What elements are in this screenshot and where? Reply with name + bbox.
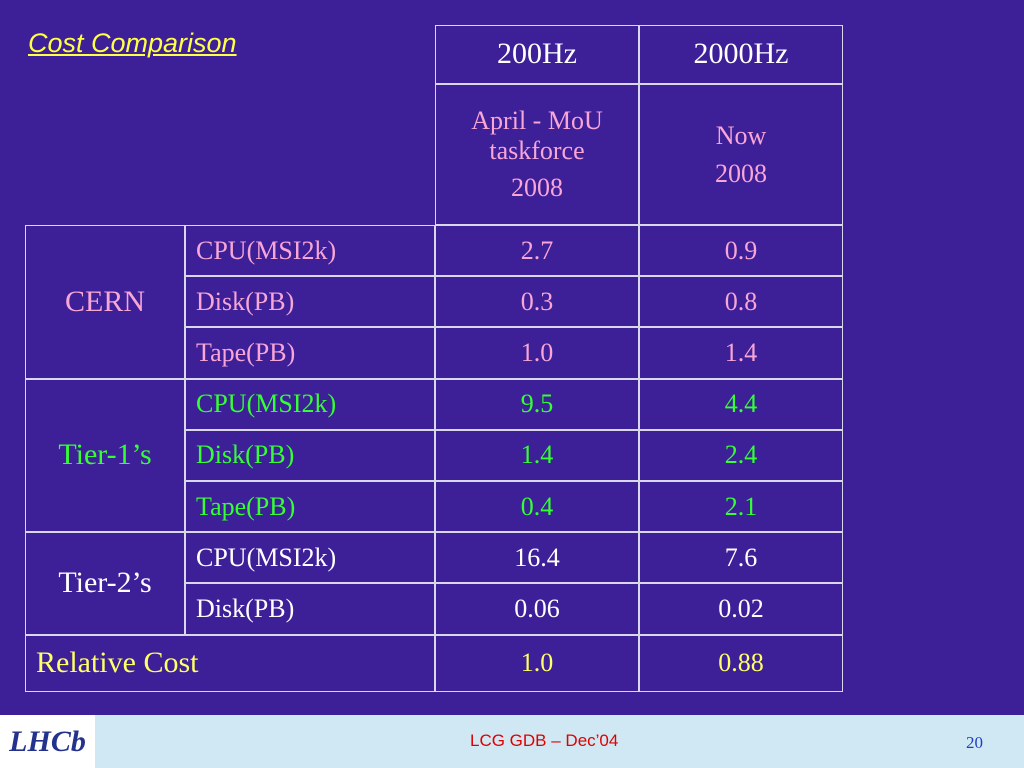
value-cell: 0.4	[435, 481, 639, 533]
subheader-line: Now	[715, 120, 767, 150]
value-text: 1.0	[520, 648, 554, 678]
column-label: 2000Hz	[693, 37, 789, 71]
row-label: CPU(MSI2k)	[185, 532, 435, 584]
slide-title: Cost Comparison	[28, 28, 237, 58]
row-label: CPU(MSI2k)	[185, 225, 435, 277]
group-label: Tier-2’s	[25, 532, 185, 635]
group-name: CERN	[64, 284, 145, 318]
value-cell: 9.5	[435, 378, 639, 430]
row-label: Disk(PB)	[185, 429, 435, 481]
row-label: Disk(PB)	[185, 583, 435, 635]
value-text: 1.4	[724, 338, 758, 368]
value-cell: 1.0	[435, 327, 639, 379]
column-subheader: Now 2008	[639, 84, 843, 225]
value-cell: 0.8	[639, 276, 843, 328]
row-label-text: Disk(PB)	[196, 286, 295, 316]
group-name: Tier-1’s	[58, 438, 152, 472]
value-cell: 0.3	[435, 276, 639, 328]
group-name: Tier-2’s	[58, 566, 152, 600]
value-text: 2.1	[724, 491, 758, 521]
row-label-text: CPU(MSI2k)	[196, 389, 337, 419]
logo: LHCb	[0, 715, 95, 768]
value-text: 2.7	[520, 235, 554, 265]
value-text: 0.3	[520, 286, 554, 316]
value-text: 1.0	[520, 338, 554, 368]
value-cell: 4.4	[639, 378, 843, 430]
value-text: 2.4	[724, 440, 758, 470]
column-subheader: April - MoU taskforce 2008	[435, 84, 639, 225]
value-text: 0.88	[718, 648, 764, 678]
value-cell: 2.1	[639, 481, 843, 533]
row-label-text: Disk(PB)	[196, 594, 295, 624]
column-header: 2000Hz	[639, 25, 843, 84]
group-label: CERN	[25, 225, 185, 379]
row-label-text: CPU(MSI2k)	[196, 235, 337, 265]
row-label: Disk(PB)	[185, 276, 435, 328]
value-text: 0.06	[514, 594, 560, 624]
value-cell: 16.4	[435, 532, 639, 584]
relative-cost-label: Relative Cost	[25, 634, 435, 692]
value-text: 0.4	[520, 491, 554, 521]
value-cell: 7.6	[639, 532, 843, 584]
row-label: Tape(PB)	[185, 481, 435, 533]
row-label: Tape(PB)	[185, 327, 435, 379]
column-header: 200Hz	[435, 25, 639, 84]
value-text: 9.5	[520, 389, 554, 419]
value-cell: 0.06	[435, 583, 639, 635]
value-text: 0.8	[724, 286, 758, 316]
page-number: 20	[966, 733, 983, 752]
relative-cost-value: 0.88	[639, 634, 843, 692]
value-text: 7.6	[724, 542, 758, 572]
footer: LHCb LCG GDB – Dec’04 20	[0, 715, 1024, 768]
value-cell: 0.02	[639, 583, 843, 635]
value-cell: 1.4	[435, 429, 639, 481]
subheader-line: 2008	[511, 173, 563, 203]
group-label: Tier-1’s	[25, 378, 185, 533]
row-label-text: CPU(MSI2k)	[196, 542, 337, 572]
row-label-text: Tape(PB)	[196, 491, 296, 521]
value-cell: 2.7	[435, 225, 639, 277]
value-text: 1.4	[520, 440, 554, 470]
value-text: 4.4	[724, 389, 758, 419]
relative-cost-text: Relative Cost	[36, 646, 199, 680]
value-text: 0.02	[718, 594, 764, 624]
value-cell: 0.9	[639, 225, 843, 277]
relative-cost-value: 1.0	[435, 634, 639, 692]
row-label-text: Disk(PB)	[196, 440, 295, 470]
subheader-line: 2008	[715, 158, 767, 188]
row-label-text: Tape(PB)	[196, 338, 296, 368]
column-label: 200Hz	[497, 37, 577, 71]
row-label: CPU(MSI2k)	[185, 378, 435, 430]
value-cell: 1.4	[639, 327, 843, 379]
value-cell: 2.4	[639, 429, 843, 481]
value-text: 16.4	[514, 542, 560, 572]
value-text: 0.9	[724, 235, 758, 265]
subheader-line: April - MoU taskforce	[471, 105, 603, 165]
footer-text: LCG GDB – Dec’04	[470, 731, 619, 750]
